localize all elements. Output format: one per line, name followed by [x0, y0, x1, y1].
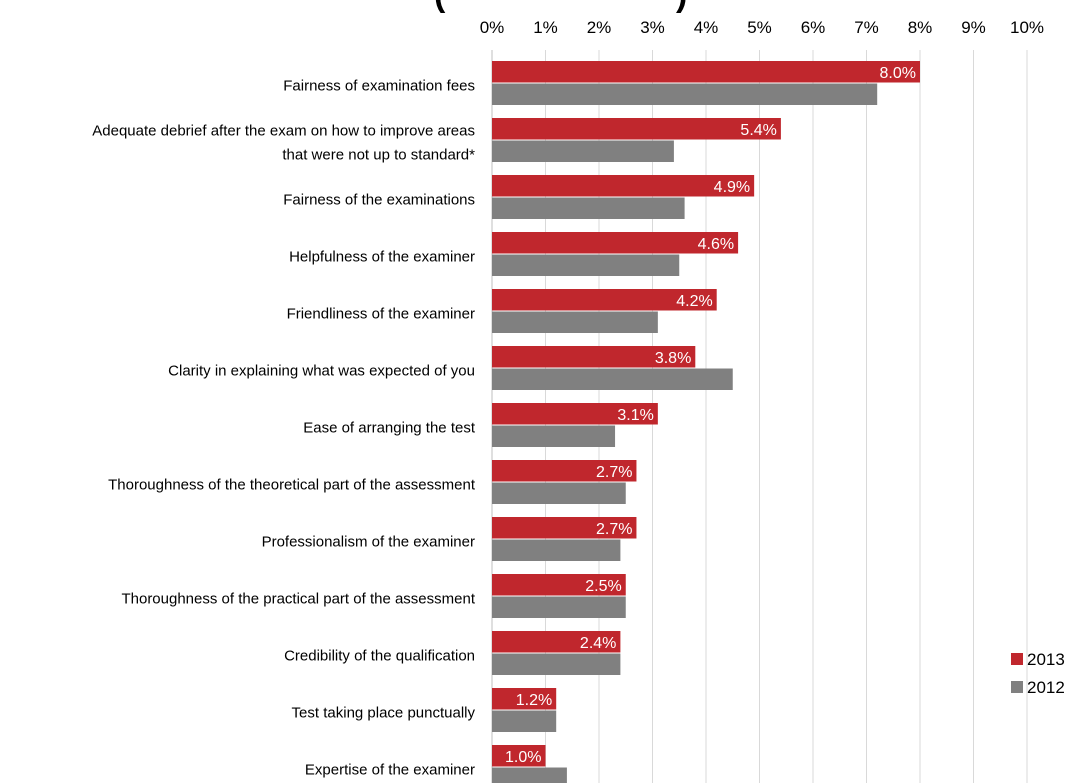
bar-2013: [492, 745, 546, 767]
data-label-2013: 2.7%: [596, 464, 632, 481]
title-layer: ( ): [434, 0, 687, 14]
category-label: Fairness of the examinations: [283, 192, 475, 209]
bar-2013: [492, 61, 920, 83]
bar-2012: [492, 311, 658, 333]
data-label-2013: 4.9%: [714, 179, 750, 196]
x-axis-ticks: 0% 1% 2% 3% 4% 5% 6% 7% 8% 9% 10%: [480, 18, 1044, 37]
legend-label-2012: 2012: [1027, 678, 1065, 697]
bar-2013: [492, 118, 781, 140]
bar-2012: [492, 710, 557, 732]
data-label-2013: 2.4%: [580, 635, 616, 652]
data-labels: 8.0% 5.4% 4.9% 4.6% 4.2% 3.8% 3.1% 2.7% 2.7% 2.5%…: [505, 65, 916, 766]
category-label: Professionalism of the examiner: [262, 534, 475, 551]
category-label: Expertise of the examiner: [305, 762, 475, 779]
data-label-2013: 5.4%: [740, 122, 776, 139]
category-label: that were not up to standard*: [282, 147, 475, 164]
bar-2013: [492, 574, 626, 596]
x-tick-label: 10%: [1010, 18, 1044, 37]
legend: 2013 2012: [1011, 650, 1065, 697]
x-tick-label: 4%: [694, 18, 719, 37]
bar-2012: [492, 482, 626, 504]
data-label-2013: 3.1%: [617, 407, 653, 424]
bar-2012: [492, 425, 616, 447]
bar-2013: [492, 232, 739, 254]
category-label: Clarity in explaining what was expected …: [168, 363, 475, 380]
x-tick-label: 2%: [587, 18, 612, 37]
legend-label-2013: 2013: [1027, 650, 1065, 669]
x-tick-label: 0%: [480, 18, 505, 37]
title-fragment-left: (: [434, 0, 446, 14]
bar-2013: [492, 289, 717, 311]
category-label: Helpfulness of the examiner: [289, 249, 475, 266]
category-label: Thoroughness of the theoretical part of …: [108, 477, 476, 494]
legend-swatch-2012: [1011, 681, 1023, 693]
category-label: Credibility of the qualification: [284, 648, 475, 665]
bar-2012: [492, 83, 878, 105]
category-label: Friendliness of the examiner: [287, 306, 475, 323]
data-label-2013: 8.0%: [880, 65, 916, 82]
bar-2012: [492, 197, 685, 219]
x-tick-label: 9%: [961, 18, 986, 37]
bar-2012: [492, 254, 680, 276]
data-label-2013: 1.0%: [505, 749, 541, 766]
bar-2013: [492, 688, 557, 710]
category-label: Thoroughness of the practical part of th…: [121, 591, 475, 608]
category-labels: Fairness of examination fees Adequate deb…: [92, 78, 476, 779]
data-label-2013: 2.5%: [585, 578, 621, 595]
gridlines: [491, 50, 1028, 783]
category-label: Adequate debrief after the exam on how t…: [92, 123, 475, 140]
x-tick-label: 7%: [854, 18, 879, 37]
bars: [492, 61, 920, 783]
bar-2013: [492, 517, 637, 539]
x-tick-label: 6%: [801, 18, 826, 37]
category-label: Test taking place punctually: [292, 705, 476, 722]
x-tick-label: 8%: [908, 18, 933, 37]
category-label: Fairness of examination fees: [283, 78, 475, 95]
bar-2013: [492, 403, 658, 425]
data-label-2013: 1.2%: [516, 692, 552, 709]
bar-2012: [492, 140, 674, 162]
data-label-2013: 4.2%: [676, 293, 712, 310]
title-fragment-right: ): [676, 0, 687, 14]
bar-2012: [492, 596, 626, 618]
category-label: Ease of arranging the test: [303, 420, 476, 437]
data-label-2013: 4.6%: [698, 236, 734, 253]
x-tick-label: 5%: [747, 18, 772, 37]
bar-2013: [492, 175, 755, 197]
bar-2013: [492, 631, 621, 653]
bar-2012: [492, 539, 621, 561]
x-tick-label: 3%: [640, 18, 665, 37]
legend-swatch-2013: [1011, 653, 1023, 665]
bar-2012: [492, 368, 733, 390]
data-label-2013: 3.8%: [655, 350, 691, 367]
bar-2013: [492, 346, 696, 368]
x-tick-label: 1%: [533, 18, 558, 37]
bar-2012: [492, 653, 621, 675]
bar-2012: [492, 767, 567, 783]
bar-2013: [492, 460, 637, 482]
data-label-2013: 2.7%: [596, 521, 632, 538]
